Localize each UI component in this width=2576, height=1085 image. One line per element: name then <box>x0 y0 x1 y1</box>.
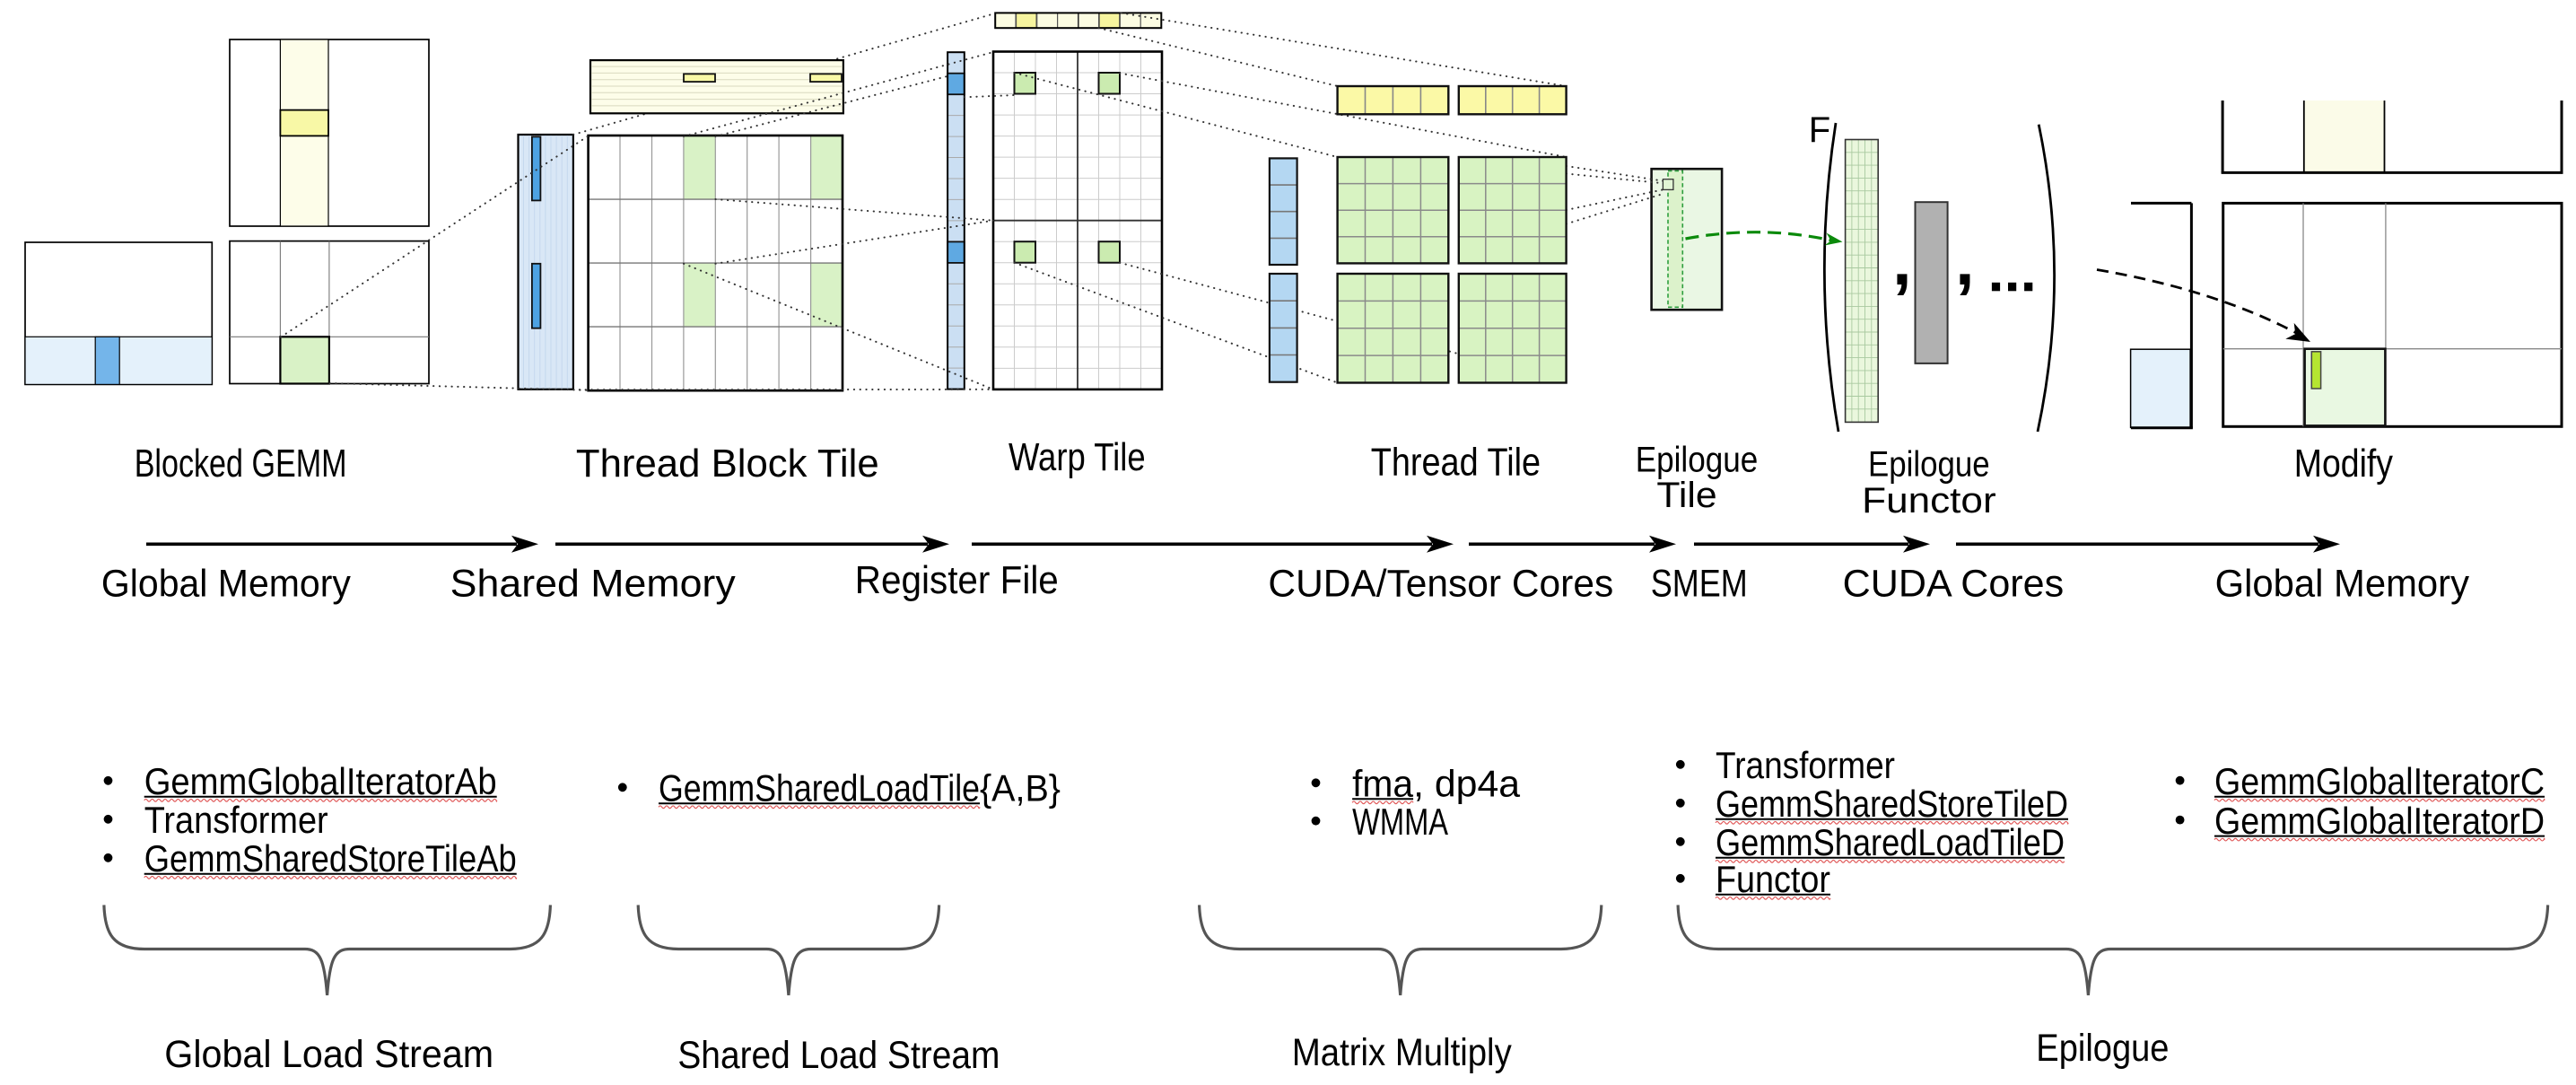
svg-text:GemmSharedLoadTile: GemmSharedLoadTile <box>659 767 980 809</box>
svg-text:Epilogue: Epilogue <box>2036 1027 2169 1070</box>
svg-text:GemmSharedStoreTileAb: GemmSharedStoreTileAb <box>144 837 517 879</box>
svg-text:Transformer: Transformer <box>1716 744 1895 786</box>
svg-text:Thread Block Tile: Thread Block Tile <box>576 442 879 486</box>
svg-text:Shared Load Stream: Shared Load Stream <box>677 1034 1000 1077</box>
svg-text:Epilogue: Epilogue <box>1636 441 1759 480</box>
svg-text:GemmGlobalIteratorAb: GemmGlobalIteratorAb <box>144 760 497 802</box>
svg-text:{A,B}: {A,B} <box>980 767 1061 809</box>
svg-text:CUDA Cores: CUDA Cores <box>1843 562 2065 605</box>
svg-text:, dp4a: , dp4a <box>1413 763 1521 805</box>
svg-text:Global Load Stream: Global Load Stream <box>164 1033 493 1076</box>
svg-text:F: F <box>1809 110 1830 150</box>
svg-text:WMMA: WMMA <box>1352 801 1448 843</box>
svg-text:Functor: Functor <box>1716 858 1830 900</box>
svg-text:Blocked GEMM: Blocked GEMM <box>135 442 347 486</box>
svg-text:Shared Memory: Shared Memory <box>450 562 737 605</box>
svg-text:CUDA/Tensor Cores: CUDA/Tensor Cores <box>1268 562 1613 605</box>
svg-text:,: , <box>1892 221 1912 300</box>
svg-text:Modify: Modify <box>2294 442 2393 486</box>
svg-text:,: , <box>1955 221 1975 300</box>
svg-text:GemmSharedLoadTileD: GemmSharedLoadTileD <box>1716 821 2065 863</box>
svg-text:Global Memory: Global Memory <box>2215 562 2470 605</box>
svg-text:Register File: Register File <box>855 558 1059 602</box>
svg-text:SMEM: SMEM <box>1651 562 1748 605</box>
svg-text:Epilogue: Epilogue <box>1868 445 1990 485</box>
svg-text:Matrix Multiply: Matrix Multiply <box>1292 1031 1512 1074</box>
svg-text:Tile: Tile <box>1656 476 1716 515</box>
svg-text:Global Memory: Global Memory <box>101 562 351 605</box>
svg-text:Functor: Functor <box>1862 481 1996 521</box>
svg-text:GemmGlobalIteratorD: GemmGlobalIteratorD <box>2214 800 2545 842</box>
svg-text:Transformer: Transformer <box>144 799 328 841</box>
svg-text:Thread Tile: Thread Tile <box>1371 441 1541 485</box>
svg-text:GemmSharedStoreTileD: GemmSharedStoreTileD <box>1716 783 2068 825</box>
svg-text:GemmGlobalIteratorC: GemmGlobalIteratorC <box>2214 760 2545 802</box>
svg-text:fma: fma <box>1352 763 1414 805</box>
svg-text:Warp Tile: Warp Tile <box>1009 435 1146 479</box>
